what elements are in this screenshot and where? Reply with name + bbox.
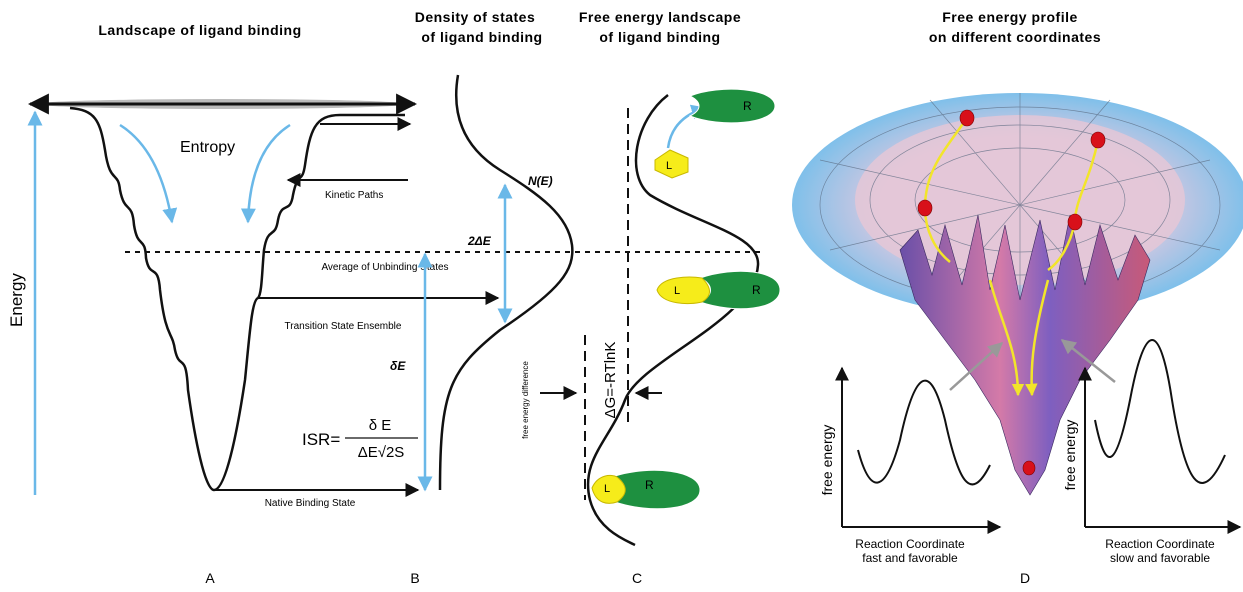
panel-title: Density of states: [415, 9, 536, 25]
label: Entropy: [180, 139, 235, 156]
panel-b: 2ΔE N(E): [440, 75, 572, 490]
label: Native Binding State: [265, 498, 356, 509]
panel-letter: C: [632, 570, 642, 586]
state-points-part: [1023, 461, 1035, 475]
x-label: Reaction Coordinate: [855, 537, 965, 551]
label: free energy difference: [521, 361, 530, 439]
label: N(E): [528, 174, 553, 188]
panel-title: Free energy profile: [942, 9, 1078, 25]
figure: Landscape of ligand binding Density of s…: [0, 0, 1243, 592]
x-label: slow and favorable: [1110, 551, 1210, 565]
label: Transition State Ensemble: [285, 321, 402, 332]
complex-intermediate-part: [657, 277, 710, 304]
label: ΔG=-RTlnK: [602, 342, 619, 419]
complex-bound: R L: [592, 470, 700, 508]
label: L: [674, 285, 680, 297]
y-label: free energy: [1062, 420, 1078, 491]
label: L: [666, 160, 672, 172]
label: 2ΔE: [467, 234, 492, 248]
panel-title: of ligand binding: [599, 29, 720, 45]
profile-plot-fast-part: [858, 381, 990, 485]
label: R: [645, 478, 654, 492]
label: δE: [390, 359, 406, 373]
x-label: fast and favorable: [862, 551, 958, 565]
titles: Landscape of ligand binding Density of s…: [98, 9, 1101, 45]
panel-title: Free energy landscape: [579, 9, 741, 25]
panel-d: free energy Reaction Coordinate fast and…: [792, 93, 1243, 565]
receptor-unbound-part: [690, 89, 775, 123]
y-label: free energy: [819, 425, 835, 496]
panel-title: Landscape of ligand binding: [98, 22, 301, 38]
panel-letter: D: [1020, 570, 1030, 586]
panel-letter: B: [410, 570, 419, 586]
isr-numerator: δ E: [369, 417, 392, 434]
panel-letter: A: [205, 570, 215, 586]
isr-denominator: ΔE√2S: [358, 444, 405, 461]
label: Kinetic Paths: [325, 190, 383, 201]
panel-letters: A B C D: [205, 570, 1030, 586]
panel-c: free energy difference ΔG=-RTlnK R L R L…: [521, 89, 780, 545]
state-points-part: [1091, 132, 1105, 148]
panel-title: on different coordinates: [929, 29, 1101, 45]
state-points-part: [1068, 214, 1082, 230]
profile-plot-slow-part: [1095, 340, 1225, 483]
complex-intermediate: R L: [657, 271, 780, 309]
profile-plot-fast: free energy Reaction Coordinate fast and…: [819, 368, 1000, 565]
label: R: [743, 99, 752, 113]
panel-a: Energy Kinetic Paths Entropy Average of …: [7, 99, 765, 509]
state-points-part: [960, 110, 974, 126]
energy-label: Energy: [7, 273, 26, 327]
label: Average of Unbinding States: [321, 262, 448, 273]
label: L: [604, 483, 610, 495]
complex-bound-part: [615, 470, 700, 508]
x-label: Reaction Coordinate: [1105, 537, 1215, 551]
complex-intermediate-part: [700, 271, 780, 309]
isr-prefix: ISR=: [302, 430, 340, 449]
state-points-part: [918, 200, 932, 216]
profile-plot-slow: free energy Reaction Coordinate slow and…: [1062, 340, 1240, 565]
label: R: [752, 283, 761, 297]
panel-title: of ligand binding: [421, 29, 542, 45]
